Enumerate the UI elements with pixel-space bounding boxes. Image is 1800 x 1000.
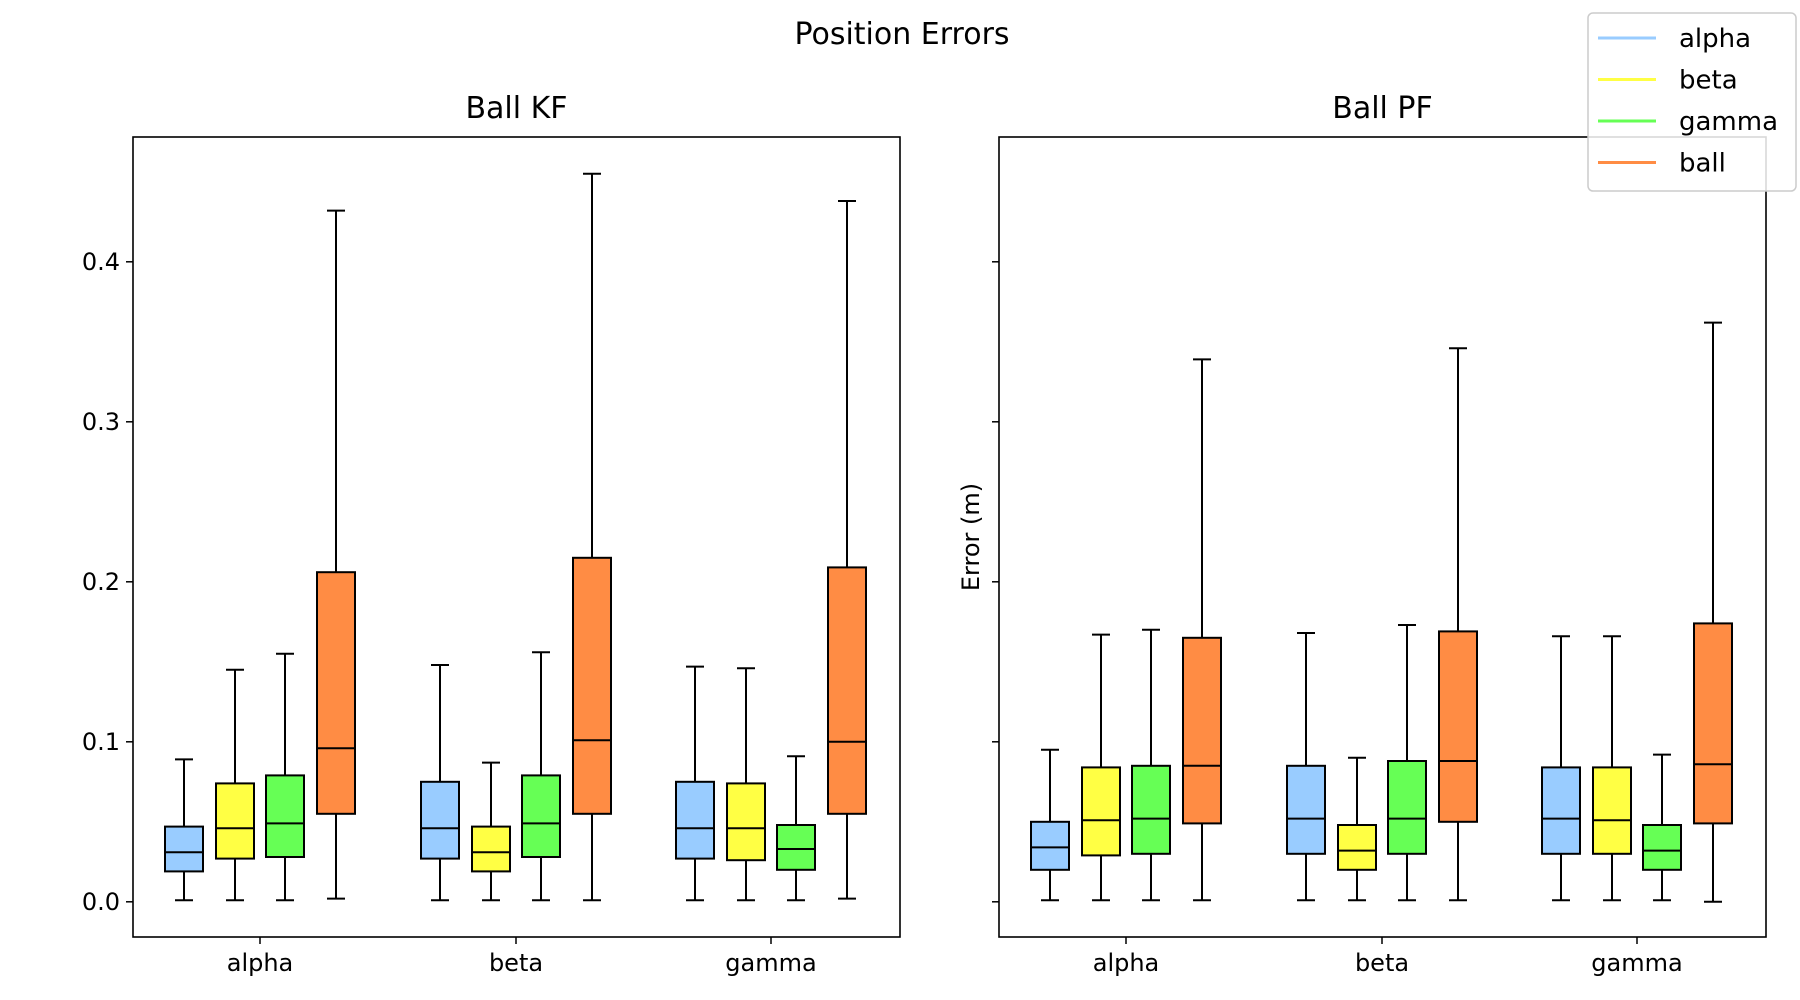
box-gamma-gamma: [1642, 753, 1682, 902]
subplot-title: Ball KF: [465, 91, 567, 126]
box-beta-beta: [1337, 756, 1377, 902]
box-body: [1642, 824, 1682, 871]
box-body: [316, 571, 356, 815]
box-body: [1030, 820, 1070, 871]
box-body: [164, 825, 204, 873]
y-tick-label: 0.0: [82, 888, 120, 916]
box-body: [521, 774, 561, 859]
box-gamma-beta: [726, 667, 766, 902]
box-body: [1693, 622, 1733, 825]
legend-label: alpha: [1679, 24, 1751, 54]
box-beta-alpha: [1286, 632, 1326, 902]
box-body: [1286, 764, 1326, 855]
x-tick-label: beta: [1355, 949, 1409, 977]
box-beta-gamma: [1387, 624, 1427, 902]
box-body: [1081, 766, 1121, 857]
box-body: [420, 780, 460, 860]
box-gamma-beta: [1592, 635, 1632, 902]
box-beta-ball: [1438, 347, 1478, 902]
box-body: [471, 825, 511, 873]
box-body: [215, 782, 255, 860]
box-alpha-ball: [1182, 358, 1222, 902]
legend-label: ball: [1679, 149, 1726, 179]
box-body: [1592, 766, 1632, 855]
subplot-title: Ball PF: [1332, 91, 1433, 126]
box-gamma-gamma: [776, 755, 816, 902]
x-tick-label: beta: [489, 949, 543, 977]
box-alpha-beta: [1081, 633, 1121, 902]
y-tick-label: 0.3: [82, 408, 120, 436]
box-alpha-ball: [316, 209, 356, 900]
box-body: [572, 556, 612, 815]
box-gamma-ball: [827, 200, 867, 900]
box-body: [675, 780, 715, 860]
box-beta-beta: [471, 761, 511, 902]
x-tick-label: gamma: [1591, 949, 1682, 977]
legend-entry-alpha: alpha: [1598, 24, 1751, 54]
legend-label: gamma: [1679, 107, 1778, 137]
legend-label: beta: [1679, 66, 1738, 96]
box-body: [1182, 636, 1222, 825]
box-alpha-gamma: [1131, 628, 1171, 902]
box-body: [776, 824, 816, 871]
box-gamma-ball: [1693, 321, 1733, 903]
legend-frame: [1587, 12, 1797, 192]
legend-entry-beta: beta: [1598, 66, 1738, 96]
box-body: [726, 782, 766, 862]
box-body: [827, 566, 867, 815]
axes-frame: [998, 136, 1767, 938]
box-body: [1337, 824, 1377, 871]
subplot-2: Ball PF Error (m) alpha beta gamma: [957, 91, 1767, 977]
box-body: [265, 774, 305, 859]
box-beta-gamma: [521, 651, 561, 902]
y-tick-label: 0.4: [82, 248, 120, 276]
box-beta-alpha: [420, 664, 460, 902]
box-beta-ball: [572, 172, 612, 902]
box-alpha-beta: [215, 668, 255, 902]
y-tick-label: 0.1: [82, 728, 120, 756]
box-alpha-alpha: [164, 758, 204, 902]
box-alpha-gamma: [265, 652, 305, 902]
legend-entry-ball: ball: [1598, 149, 1726, 179]
x-tick-label: alpha: [1093, 949, 1160, 977]
box-body: [1387, 760, 1427, 855]
box-body: [1438, 630, 1478, 823]
y-axis-label: Error (m): [957, 483, 985, 591]
box-body: [1541, 766, 1581, 855]
legend-entry-gamma: gamma: [1598, 107, 1778, 137]
box-alpha-alpha: [1030, 748, 1070, 902]
chart-suptitle: Position Errors: [794, 17, 1009, 52]
x-tick-label: alpha: [227, 949, 294, 977]
box-gamma-alpha: [1541, 635, 1581, 902]
x-tick-label: gamma: [725, 949, 816, 977]
box-body: [1131, 764, 1171, 855]
y-tick-label: 0.2: [82, 568, 120, 596]
legend: alpha beta gamma ball: [1587, 12, 1797, 192]
axes-frame: [132, 136, 901, 938]
box-gamma-alpha: [675, 665, 715, 902]
subplot-1: Ball KF 0.0 0.1 0.2 0.3 0.4 alpha beta gamma: [82, 91, 901, 977]
